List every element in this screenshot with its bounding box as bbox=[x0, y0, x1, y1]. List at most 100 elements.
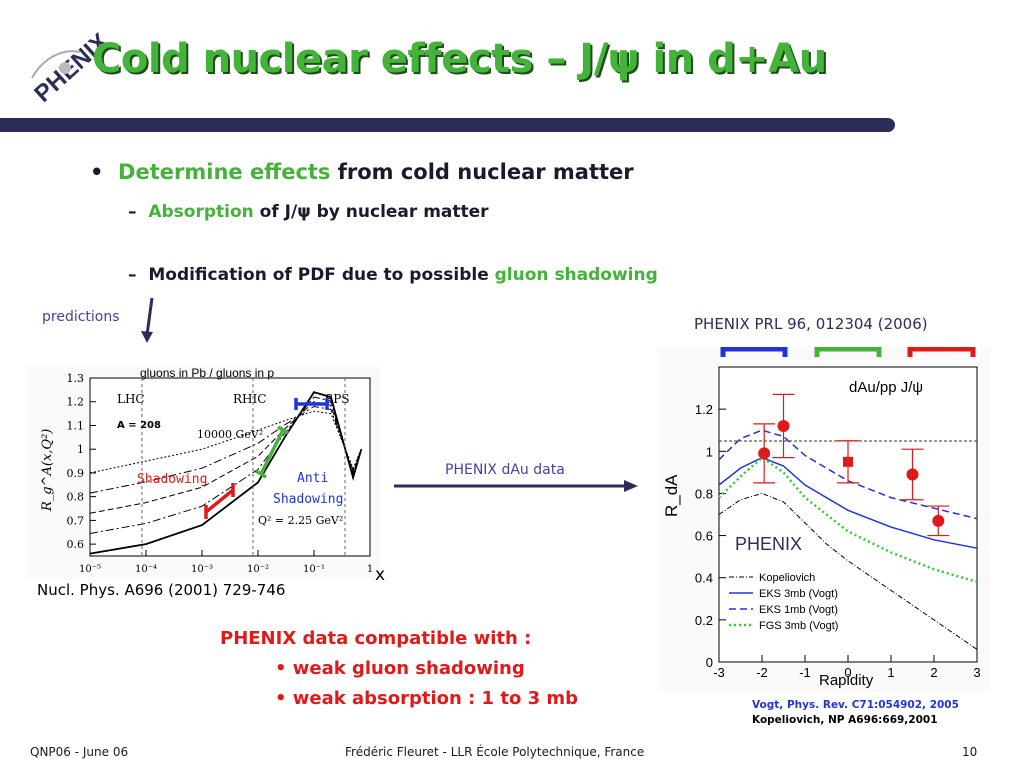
left-x-tick-label: 10⁻⁴ bbox=[135, 564, 157, 575]
antishadowing-label: Shadowing bbox=[273, 492, 343, 507]
bullet1-rest: from cold nuclear matter bbox=[330, 160, 634, 184]
right-x-tick-label: 0 bbox=[844, 665, 851, 680]
vogt-reference: Vogt, Phys. Rev. C71:054902, 2005 bbox=[752, 699, 959, 711]
sub1-rest: of J/ψ by nuclear matter bbox=[253, 202, 489, 222]
right-y-tick-label: 0.6 bbox=[695, 529, 713, 544]
x-axis-letter: x bbox=[375, 565, 386, 585]
left-plot-ylabel: R_g^A(x,Q²) bbox=[40, 429, 55, 512]
left-plot-caption: gluons in Pb / gluons in p bbox=[140, 366, 274, 380]
theory-references: Vogt, Phys. Rev. C71:054902, 2005 Kopeli… bbox=[752, 698, 959, 728]
curve-eks-3mb-vogt- bbox=[718, 456, 978, 549]
green-range-bar bbox=[255, 425, 289, 479]
data-point-square bbox=[843, 456, 853, 467]
phenix-label: PHENIX bbox=[735, 534, 802, 554]
legend-eks3mb: EKS 3mb (Vogt) bbox=[759, 588, 838, 600]
left-interp-curve bbox=[89, 405, 362, 494]
bullet1-highlight: Determine effects bbox=[118, 160, 331, 184]
nucl-phys-reference: Nucl. Phys. A696 (2001) 729-746 bbox=[37, 581, 286, 599]
footer-conference: QNP06 - June 06 bbox=[30, 745, 129, 759]
right-y-tick-label: 1 bbox=[706, 444, 713, 459]
left-interp-curve bbox=[89, 396, 362, 534]
red-range-bar bbox=[204, 483, 235, 519]
data-point bbox=[932, 514, 945, 527]
left-plot-y-ticks: 1.3 1.2 1.1 1 0.9 0.8 0.7 0.6 bbox=[67, 372, 96, 551]
left-x-tick-label: 1 bbox=[367, 564, 373, 575]
right-plot-y-ticks: 1.2 1 0.8 0.6 0.4 0.2 0 bbox=[695, 402, 726, 670]
rapidity-range-bars bbox=[720, 347, 976, 357]
conclusion-line2: • weak gluon shadowing bbox=[275, 658, 525, 679]
left-y-tick-label: 1.3 bbox=[67, 372, 85, 385]
shadowing-label: Shadowing bbox=[137, 472, 207, 487]
left-x-tick-label: 10⁻⁵ bbox=[79, 564, 101, 575]
right-x-tick-label: 1 bbox=[887, 665, 894, 680]
left-y-tick-label: 0.9 bbox=[67, 467, 85, 480]
sub2-text: Modification of PDF due to possible bbox=[148, 265, 495, 285]
legend-eks1mb: EKS 1mb (Vogt) bbox=[759, 604, 838, 616]
right-y-tick-label: 1.2 bbox=[695, 402, 713, 417]
left-y-tick-label: 0.6 bbox=[67, 538, 85, 551]
kopeliovich-reference: Kopeliovich, NP A696:669,2001 bbox=[752, 714, 938, 726]
label-lhc: LHC bbox=[117, 392, 145, 406]
right-plot-title: dAu/pp J/ψ bbox=[849, 379, 923, 396]
predictions-arrow bbox=[141, 297, 154, 343]
left-x-tick-label: 10⁻³ bbox=[191, 564, 213, 575]
right-y-tick-label: 0.8 bbox=[695, 486, 713, 501]
right-plot-points bbox=[753, 393, 950, 537]
gluon-ratio-plot: gluons in Pb / gluons in p 1.3 1.2 1.1 1 0.9… bbox=[25, 366, 380, 579]
bullet-determine-effects: • Determine effects from cold nuclear ma… bbox=[90, 160, 634, 184]
sub1-highlight: Absorption bbox=[148, 202, 254, 222]
right-plot-ylabel: R_dA bbox=[662, 474, 681, 517]
right-x-tick-label: 2 bbox=[930, 665, 937, 680]
legend-fgs3mb: FGS 3mb (Vogt) bbox=[759, 620, 838, 632]
right-plot-xlabel: Rapidity bbox=[819, 672, 874, 689]
curve-fgs-3mb-vogt- bbox=[718, 456, 978, 584]
right-x-tick-label: 3 bbox=[973, 665, 980, 680]
right-plot-legend: Kopeliovich EKS 3mb (Vogt) EKS 1mb (Vogt… bbox=[729, 572, 838, 632]
right-plot-curves bbox=[718, 429, 978, 650]
predictions-label: predictions bbox=[42, 309, 120, 325]
conclusion-line3: • weak absorption : 1 to 3 mb bbox=[275, 688, 579, 709]
left-y-tick-label: 1.1 bbox=[67, 419, 85, 432]
slide-title: Cold nuclear effects – J/ψ in d+Au bbox=[92, 36, 827, 82]
page-number: 10 bbox=[962, 745, 978, 759]
conclusion-line1: PHENIX data compatible with : bbox=[220, 628, 532, 649]
data-arrow bbox=[394, 480, 638, 492]
rda-rapidity-plot: 1.2 1 0.8 0.6 0.4 0.2 0 -3 -2 -1 0 1 2 3 R_dA Rapidi… bbox=[657, 347, 990, 692]
left-x-tick-label: 10⁻¹ bbox=[303, 564, 325, 575]
left-y-tick-label: 1 bbox=[77, 443, 84, 456]
arrow-label: PHENIX dAu data bbox=[445, 462, 565, 478]
right-plot-x-ticks: -3 -2 -1 0 1 2 3 bbox=[713, 655, 981, 680]
anti-label: Anti bbox=[297, 471, 328, 486]
right-x-tick-label: -1 bbox=[799, 665, 811, 680]
conclusion-block: PHENIX data compatible with : • weak glu… bbox=[220, 624, 578, 714]
right-y-tick-label: 0.2 bbox=[695, 613, 713, 628]
legend-kopeliovich: Kopeliovich bbox=[759, 572, 815, 584]
curve-eks-1mb-vogt- bbox=[718, 429, 978, 520]
data-point bbox=[906, 468, 919, 481]
bullet-dot: • bbox=[90, 160, 119, 184]
title-underline-bar bbox=[0, 118, 895, 132]
blue-range-bar bbox=[294, 398, 329, 410]
data-point bbox=[758, 447, 771, 460]
label-rhic: RHIC bbox=[233, 392, 266, 406]
left-x-tick-label: 10⁻² bbox=[247, 564, 269, 575]
right-x-tick-label: -2 bbox=[756, 665, 768, 680]
left-y-tick-label: 0.7 bbox=[67, 514, 85, 527]
label-q-high: 10000 GeV² bbox=[197, 428, 263, 441]
right-x-tick-label: -3 bbox=[713, 665, 725, 680]
dash: – bbox=[128, 265, 149, 285]
right-y-tick-label: 0.4 bbox=[695, 571, 713, 586]
label-q-low: Q² = 2.25 GeV² bbox=[258, 514, 343, 527]
right-y-tick-label: 0 bbox=[706, 655, 713, 670]
label-sps: SPS bbox=[325, 392, 350, 406]
dash: – bbox=[128, 202, 149, 222]
curve-kopeliovich bbox=[718, 492, 978, 650]
data-point bbox=[777, 420, 790, 432]
footer-author: Frédéric Fleuret - LLR École Polytechniq… bbox=[345, 745, 645, 759]
left-y-tick-label: 1.2 bbox=[67, 396, 85, 409]
label-a208: A = 208 bbox=[117, 420, 161, 431]
subbullet-pdf-modification: – Modification of PDF due to possible gl… bbox=[128, 265, 658, 285]
sub2-highlight: gluon shadowing bbox=[494, 265, 658, 285]
subbullet-absorption: – Absorption of J/ψ by nuclear matter bbox=[128, 202, 489, 222]
left-y-tick-label: 0.8 bbox=[67, 491, 85, 504]
